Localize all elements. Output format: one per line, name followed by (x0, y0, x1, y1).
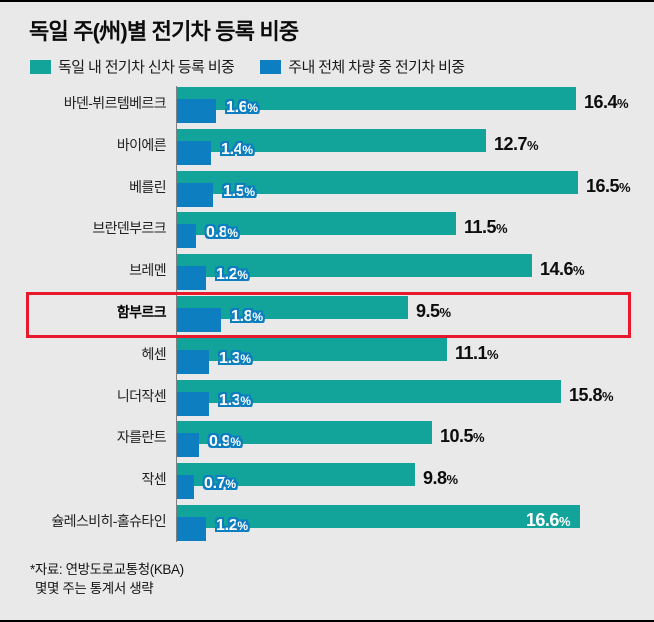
new-registration-bar (177, 296, 408, 319)
ev-share-bar (177, 433, 199, 458)
category-label: 자를란트 (116, 429, 167, 446)
ev-share-bar (177, 224, 196, 249)
ev-share-value: 1.3% (219, 391, 251, 409)
new-registration-bar (177, 170, 578, 194)
ev-share-value: 0.9% (209, 433, 241, 451)
new-registration-value: 16.5% (586, 175, 631, 196)
new-registration-value: 15.8% (569, 384, 614, 405)
new-registration-value: 10.5% (440, 426, 485, 447)
new-registration-value: 11.1% (455, 342, 499, 363)
bottom-rule (0, 620, 654, 622)
new-registration-bar (177, 87, 576, 110)
new-registration-value: 16.4% (584, 92, 629, 112)
ev-share-bar (177, 308, 221, 332)
chart-row: 니더작센 15.8% 1.3% (0, 379, 654, 422)
ev-share-value: 1.6% (226, 99, 258, 116)
source-line: 몇몇 주는 통계서 생략 (35, 581, 154, 596)
ev-share-bar (177, 475, 194, 500)
highlight-box (26, 292, 631, 338)
category-label: 니더작센 (116, 387, 167, 404)
ev-share-bar (177, 182, 213, 207)
chart-row: 헤센 11.1% 1.3% (0, 337, 654, 380)
new-registration-bar (177, 337, 447, 361)
legend-label: 주내 전체 차량 중 전기차 비중 (288, 59, 465, 76)
chart-row: 자를란트 10.5% 0.9% (0, 421, 654, 463)
chart-row: 슐레스비히-홀슈타인 16.6% 1.2% (0, 505, 654, 547)
new-registration-bar (177, 254, 532, 278)
bar-chart: 바덴-뷔르템베르크 16.4% 1.6% 바이에른 12.7% 1.4% 베를린… (0, 86, 654, 547)
ev-share-value: 0.8% (206, 224, 238, 242)
source-note: *자료: 연방도로교통청(KBA) 몇몇 주는 통계서 생략 (30, 560, 184, 598)
ev-share-bar (177, 391, 209, 416)
category-label: 브레멘 (129, 262, 166, 279)
new-registration-bar (177, 212, 456, 236)
category-label: 작센 (141, 471, 166, 488)
new-registration-value: 9.5% (416, 301, 451, 321)
ev-share-value: 1.3% (219, 349, 251, 367)
chart-title: 독일 주(州)별 전기차 등록 비중 (29, 19, 299, 44)
ev-share-value: 1.8% (231, 308, 263, 325)
legend-swatch-blue (260, 59, 282, 74)
new-registration-bar (177, 128, 486, 152)
new-registration-bar (177, 505, 580, 528)
new-registration-bar (177, 379, 561, 403)
new-registration-bar (177, 421, 432, 445)
chart-row: 브레멘 14.6% 1.2% (0, 254, 654, 296)
new-registration-bar (177, 463, 415, 487)
legend-swatch-teal (30, 59, 51, 74)
ev-share-bar (177, 99, 216, 123)
new-registration-value: 11.5% (464, 217, 508, 238)
chart-row: 베를린 16.5% 1.5% (0, 170, 654, 213)
category-label: 바덴-뷔르템베르크 (63, 95, 167, 111)
ev-share-value: 0.7% (204, 475, 236, 493)
ev-share-value: 1.4% (221, 140, 253, 158)
ev-share-value: 1.2% (216, 266, 248, 284)
category-label: 베를린 (129, 178, 166, 195)
new-registration-value: 14.6% (540, 259, 585, 280)
chart-row: 바덴-뷔르템베르크 16.4% 1.6% (0, 87, 654, 129)
ev-share-bar (177, 349, 209, 374)
top-rule (0, 0, 654, 2)
category-label: 브란덴부르크 (92, 220, 166, 237)
new-registration-value: 9.8% (423, 468, 458, 489)
legend-item-new-registration: 독일 내 전기차 신차 등록 비중 (30, 56, 235, 77)
ev-share-value: 1.2% (216, 517, 248, 534)
legend-label: 독일 내 전기차 신차 등록 비중 (58, 59, 235, 76)
chart-row: 작센 9.8% 0.7% (0, 463, 654, 505)
new-registration-value: 16.6% (525, 510, 571, 530)
category-label: 슐레스비히-홀슈타인 (51, 513, 166, 529)
axis-line (176, 86, 177, 542)
ev-share-bar (177, 140, 211, 165)
chart-row: 바이에른 12.7% 1.4% (0, 128, 654, 171)
source-line: *자료: 연방도로교통청(KBA) (30, 562, 184, 577)
ev-share-value: 1.5% (223, 182, 255, 200)
legend: 독일 내 전기차 신차 등록 비중 주내 전체 차량 중 전기차 비중 (30, 56, 465, 77)
chart-row: 함부르크 9.5% 1.8% (0, 292, 654, 338)
ev-share-bar (177, 266, 206, 291)
new-registration-value: 12.7% (494, 133, 539, 154)
category-label: 헤센 (141, 345, 166, 362)
ev-share-bar (177, 517, 206, 541)
chart-row: 브란덴부르크 11.5% 0.8% (0, 212, 654, 254)
category-label: 바이에른 (116, 136, 167, 153)
legend-item-ev-share: 주내 전체 차량 중 전기차 비중 (260, 56, 465, 77)
category-label: 함부르크 (116, 304, 167, 320)
